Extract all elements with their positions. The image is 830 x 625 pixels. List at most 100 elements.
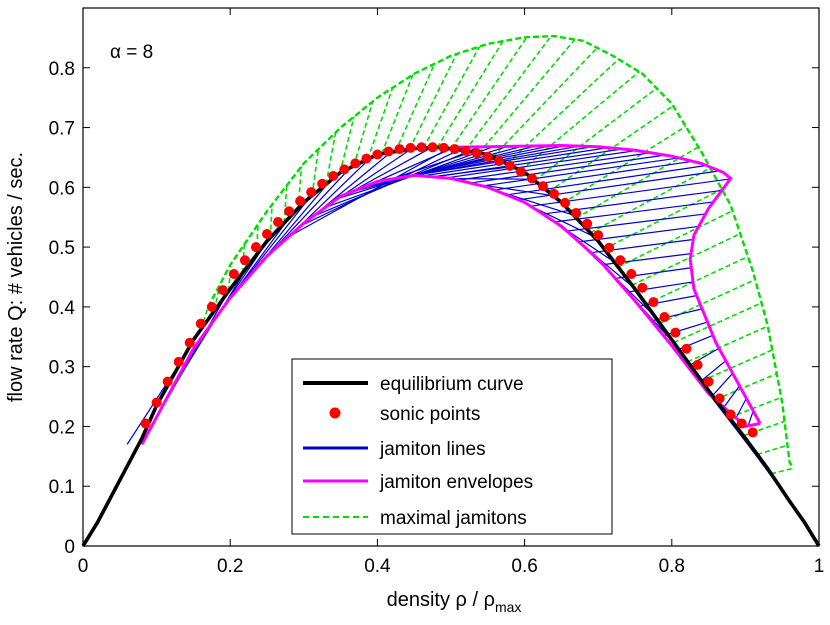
sonic-point (284, 206, 295, 217)
sonic-point (295, 196, 306, 207)
jamiton-line (431, 165, 513, 178)
sonic-point (604, 242, 615, 253)
sonic-point (549, 188, 560, 199)
sonic-point (659, 312, 670, 323)
axis-ticks: 0 0.2 0.4 0.6 0.8 1 0 0.1 0.2 0.3 0.4 0.5 0.6 0.7 0.8 (49, 8, 824, 577)
maximal-jamiton-line (283, 185, 288, 223)
sonic-point (571, 208, 582, 219)
sonic-point (239, 255, 250, 266)
sonic-point (140, 418, 151, 429)
y-tick-label: 0.6 (49, 178, 75, 199)
legend-label-jamiton-lines: jamiton lines (379, 439, 486, 460)
sonic-point (560, 197, 571, 208)
jamiton-line (711, 372, 734, 397)
maximal-jamiton-line (450, 36, 528, 149)
maximal-jamiton-line (422, 46, 481, 149)
x-tick-label: 0.4 (364, 556, 391, 577)
jamiton-line (482, 157, 679, 187)
sonic-point (714, 393, 725, 404)
sonic-point (504, 160, 515, 171)
jamiton-line (370, 148, 453, 185)
sonic-point (747, 427, 758, 438)
x-axis-label: density ρ / ρmax (387, 589, 522, 615)
sonic-point (162, 376, 173, 387)
maximal-jamiton-line (297, 166, 303, 209)
sonic-point (582, 218, 593, 229)
jamiton-line (268, 167, 351, 255)
sonic-point (526, 173, 537, 184)
alpha-annotation: α = 8 (110, 42, 153, 63)
maximal-jamiton-line (645, 255, 749, 305)
sonic-point (151, 397, 162, 408)
y-tick-label: 0.3 (49, 358, 75, 379)
legend-label-maximal-jamitons: maximal jamitons (380, 508, 527, 529)
jamiton-line (506, 164, 707, 196)
jamiton-line (411, 156, 493, 177)
y-tick-label: 0.8 (49, 59, 75, 80)
jamiton-line (699, 360, 727, 383)
sonic-point (350, 158, 361, 169)
jamiton-envelope-upper (450, 143, 762, 425)
sonic-point (339, 164, 350, 175)
maximal-jamiton-line (227, 264, 232, 292)
sonic-points-layer (140, 142, 758, 438)
y-axis-label: flow rate Q: # vehicles / sec. (5, 152, 27, 402)
maximal-jamiton-line (255, 224, 259, 255)
jamiton-line (566, 213, 706, 232)
sonic-point (681, 343, 692, 354)
jamiton-line (747, 410, 754, 427)
jamiton-line (735, 398, 747, 419)
sonic-point (383, 146, 394, 157)
sonic-point (427, 142, 438, 153)
maximal-jamiton-line (325, 132, 337, 185)
sonic-point (217, 285, 228, 296)
maximal-jamiton-line (715, 372, 778, 401)
maximal-jamiton-line (478, 38, 576, 154)
sonic-point (449, 144, 460, 155)
sonic-point (306, 187, 317, 198)
maximal-jamiton-line (436, 40, 504, 148)
sonic-point (460, 145, 471, 156)
sonic-point (405, 142, 416, 153)
sonic-point (725, 409, 736, 420)
sonic-point (273, 217, 284, 228)
jamiton-line (663, 321, 708, 337)
maximal-jamiton-line (408, 53, 458, 150)
legend-swatch-sonic (329, 407, 341, 419)
sonic-point (328, 170, 339, 181)
jamiton-line (446, 149, 637, 179)
jamiton-line (723, 385, 741, 408)
x-tick-label: 0.2 (217, 556, 243, 577)
sonic-point (471, 148, 482, 159)
maximal-jamiton-line (673, 302, 762, 344)
x-axis-label-sub: max (495, 599, 521, 615)
legend-label-sonic: sonic points (380, 404, 480, 425)
sonic-point (184, 337, 195, 348)
sonic-point (206, 301, 217, 312)
maximal-jamiton-line (534, 87, 658, 182)
jamiton-line (687, 347, 720, 367)
maximal-jamiton-line (757, 444, 788, 456)
jamiton-line (452, 178, 533, 180)
maximal-jamiton-line (631, 232, 741, 286)
sonic-point (593, 230, 604, 241)
sonic-point (372, 149, 383, 160)
sonic-point (317, 178, 328, 189)
sonic-point (493, 156, 504, 167)
maximal-jamiton-line (687, 325, 769, 363)
jamiton-line (458, 152, 651, 181)
maximal-jamiton-line (770, 467, 794, 475)
jamiton-line (675, 334, 714, 352)
maximal-jamiton-line (743, 420, 785, 437)
sonic-point (228, 269, 239, 280)
legend-label-equilibrium: equilibrium curve (380, 374, 524, 395)
sonic-point (736, 418, 747, 429)
sonic-point (195, 318, 206, 329)
sonic-point (438, 142, 449, 153)
y-tick-label: 0 (64, 537, 75, 558)
maximal-jamiton-line (353, 101, 374, 167)
maximal-jamitons-envelope (207, 34, 795, 469)
sonic-point (692, 359, 703, 370)
sonic-point (648, 297, 659, 308)
